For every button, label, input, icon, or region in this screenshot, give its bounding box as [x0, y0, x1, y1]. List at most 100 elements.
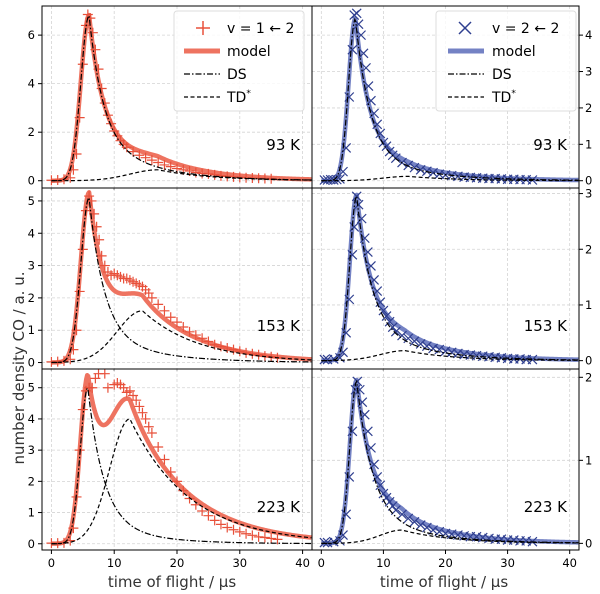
legend-right-data-label: v = 2 ← 2 — [492, 21, 559, 37]
legend-left-data-marker — [196, 21, 210, 35]
y-tick-label: 1 — [28, 323, 35, 337]
legend-right-td-sup: * — [511, 89, 516, 99]
data-point — [203, 336, 214, 347]
temperature-label: 153 K — [257, 317, 301, 335]
y-tick-label: 6 — [28, 28, 35, 42]
data-point — [87, 382, 98, 393]
panel-curves — [46, 9, 312, 186]
data-point — [375, 480, 386, 491]
data-point — [344, 294, 355, 305]
data-point — [172, 476, 182, 487]
legend-right-data-marker — [458, 21, 472, 35]
y-tick-label: 2 — [585, 101, 592, 115]
y-tick-label: 5 — [28, 381, 35, 395]
model-curve — [50, 372, 312, 546]
data-point — [137, 407, 148, 418]
data-point — [128, 146, 139, 157]
data-point — [338, 347, 348, 358]
data-point — [369, 108, 380, 119]
y-tick-label: 4 — [28, 77, 35, 91]
data-markers — [46, 369, 283, 549]
data-point — [68, 523, 79, 534]
y-tick-label: 0 — [585, 354, 592, 368]
y-tick-label: 0 — [585, 536, 592, 550]
y-tick-label: 3 — [585, 65, 592, 79]
legend-right-td-text: TD — [491, 90, 511, 106]
data-point — [428, 167, 439, 178]
data-point — [527, 354, 538, 365]
x-ticks: 0 10 20 30 40 — [318, 550, 577, 570]
temperature-label: 93 K — [266, 136, 301, 154]
data-point — [415, 164, 426, 175]
data-point — [356, 30, 366, 41]
data-point — [197, 333, 208, 344]
legend-right: v = 2 ← 2 model DS TD* — [435, 10, 577, 112]
data-point — [222, 522, 233, 533]
x-tick-label: 40 — [562, 556, 577, 570]
y-tick-label: 1 — [585, 453, 592, 467]
data-point — [146, 155, 157, 166]
data-point — [372, 119, 383, 130]
data-point — [361, 62, 371, 73]
data-point — [159, 159, 170, 170]
y-tick-label: 0 — [28, 174, 35, 188]
data-point — [146, 427, 157, 438]
data-point — [378, 305, 389, 316]
data-point — [96, 250, 107, 261]
data-point — [241, 528, 252, 539]
legend-right-frame — [435, 10, 577, 112]
panel-curves — [319, 191, 579, 365]
data-point — [190, 330, 201, 341]
data-point — [247, 530, 258, 541]
data-point — [153, 157, 164, 168]
data-point — [359, 409, 370, 420]
panel-curves — [319, 376, 579, 548]
ds-curve — [51, 386, 312, 545]
y-ticks: 0 1 2 3 4 5 — [28, 194, 42, 370]
temperature-label: 93 K — [533, 136, 568, 154]
legend-right-ds-label: DS — [492, 67, 512, 83]
data-point — [452, 348, 463, 359]
panel-grid — [42, 188, 312, 369]
data-point — [331, 174, 342, 185]
data-point — [209, 515, 220, 526]
data-point — [140, 413, 151, 424]
data-point — [403, 513, 414, 524]
data-point — [134, 401, 145, 412]
data-point — [74, 112, 85, 123]
y-tick-label: 4 — [28, 412, 35, 426]
data-point — [328, 354, 339, 364]
data-point — [384, 496, 395, 507]
data-point — [153, 442, 164, 453]
data-point — [253, 531, 264, 542]
data-point — [354, 384, 365, 395]
data-point — [381, 311, 392, 322]
data-point — [65, 172, 76, 183]
legend-left-td-label: TD* — [226, 89, 251, 106]
data-point — [266, 533, 277, 544]
y-tick-label: 1 — [585, 298, 592, 312]
data-point — [209, 169, 220, 180]
data-markers — [319, 376, 538, 548]
legend-left-model-label: model — [227, 44, 271, 60]
x-tick-label: 20 — [170, 556, 185, 570]
data-point — [94, 234, 105, 245]
panel-v2-153K: 0 1 2 3 153 K — [311, 187, 592, 371]
y-tick-label: 2 — [28, 125, 35, 139]
data-point — [165, 312, 176, 323]
data-point — [347, 426, 358, 437]
data-point — [372, 472, 383, 482]
y-tick-label: 0 — [585, 174, 592, 188]
data-point — [143, 421, 154, 432]
data-point — [347, 249, 358, 260]
data-point — [351, 191, 362, 202]
y-ticks: 0 1 2 3 4 5 — [28, 381, 42, 551]
data-point — [228, 524, 239, 535]
x-tick-label: 10 — [376, 556, 391, 570]
data-point — [85, 13, 96, 24]
td-curve — [51, 169, 312, 182]
data-point — [90, 44, 101, 55]
y-tick-label: 1 — [28, 506, 35, 520]
